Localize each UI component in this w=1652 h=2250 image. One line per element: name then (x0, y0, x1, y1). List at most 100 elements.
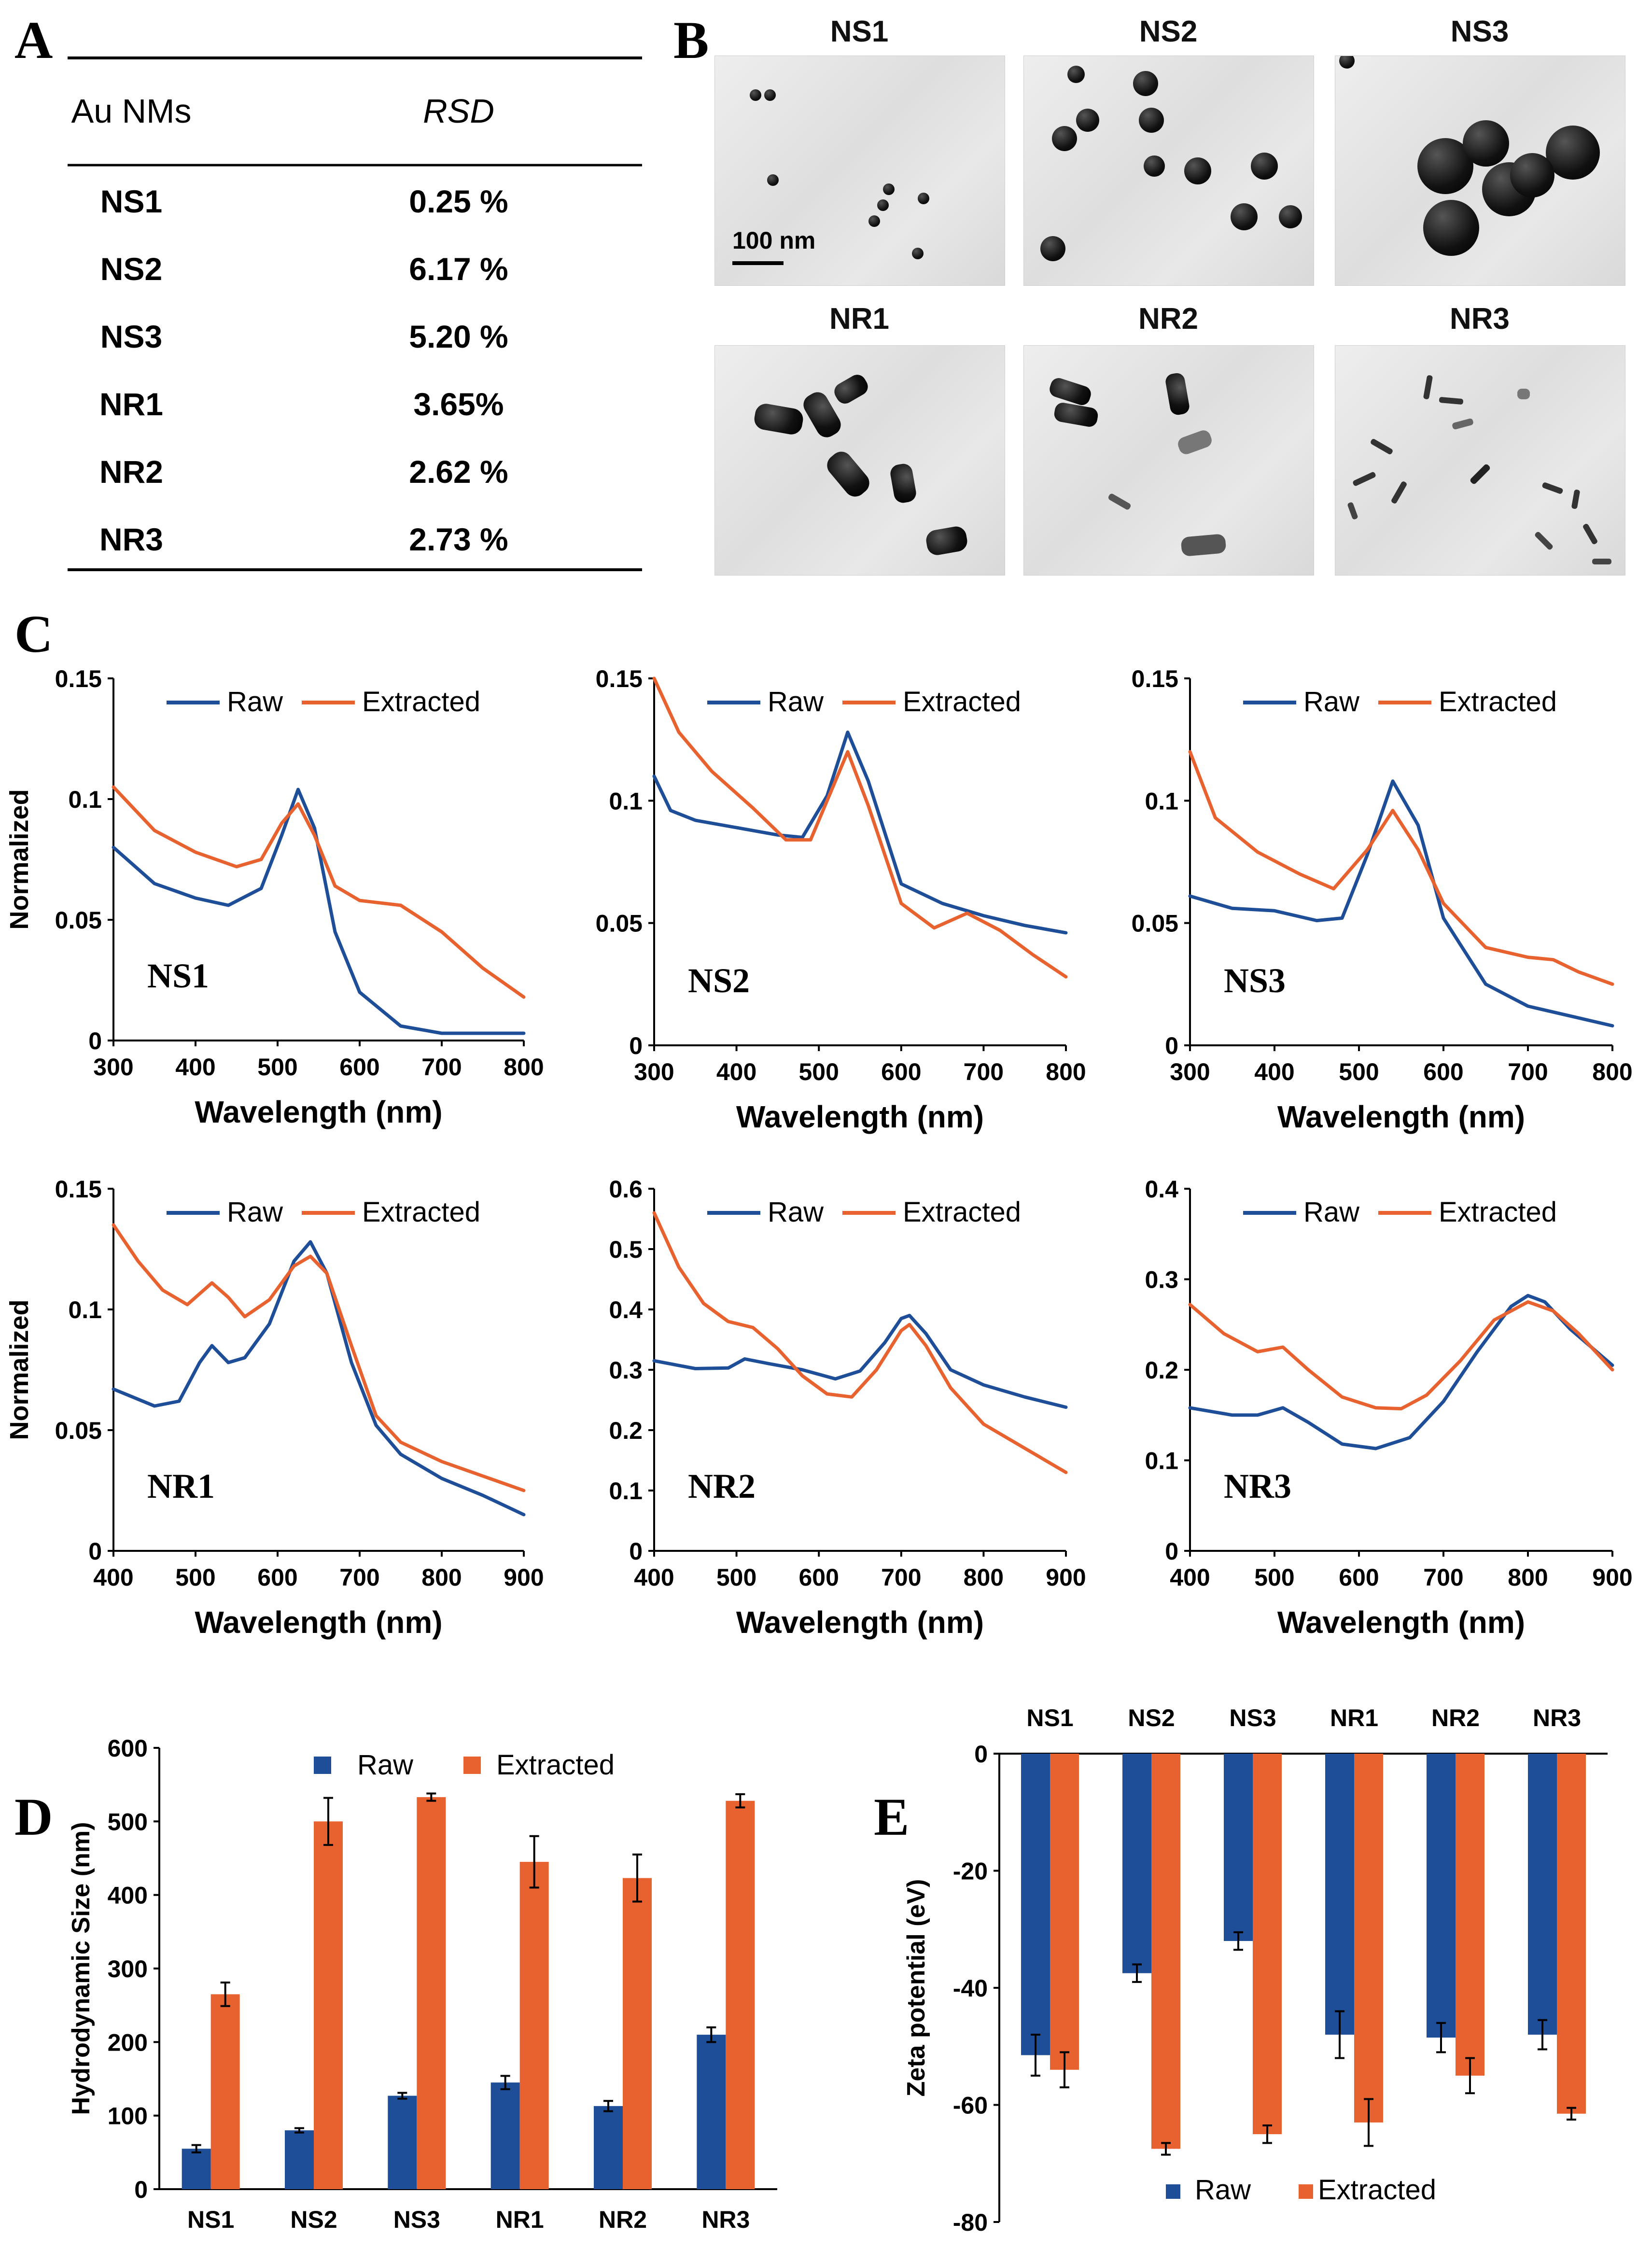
x-tick-label: 300 (93, 1054, 133, 1081)
chart-panel-label: NS3 (1224, 961, 1286, 1000)
series-line-raw (652, 731, 1068, 935)
tem-label-nr1: NR1 (829, 302, 890, 336)
table-cell-name: NR1 (99, 386, 163, 422)
scale-bar (732, 261, 784, 265)
nanosphere (1463, 120, 1509, 167)
y-tick-label: -80 (953, 2209, 988, 2236)
series-line-extracted (652, 1211, 1068, 1474)
error-bar (426, 1792, 436, 1802)
error-bar (1465, 2057, 1475, 2095)
nanorod (1107, 492, 1132, 511)
nanosphere (912, 247, 924, 259)
bar-extracted-nr3 (726, 1800, 755, 2189)
table-cell-rsd: 3.65% (413, 386, 504, 422)
x-tick-label: 800 (1046, 1058, 1086, 1085)
bar-raw-ns3 (388, 2095, 417, 2189)
tem-image-nr1 (714, 345, 1005, 576)
x-tick-label: NS3 (393, 2206, 440, 2233)
tem-image-nr2 (1023, 345, 1314, 576)
y-axis-label: Hydrodynamic Size (nm) (67, 1822, 95, 2115)
error-bar (529, 1835, 539, 1889)
legend-label-raw: Raw (768, 686, 824, 717)
series-line-extracted (112, 785, 526, 999)
bar-raw-ns3 (1224, 1754, 1253, 1941)
x-tick-label: NS3 (1229, 1704, 1276, 1731)
y-tick-label: 0.1 (68, 1296, 102, 1323)
table-header-au-nms: Au NMs (71, 92, 192, 130)
bar-extracted-nr1 (1354, 1754, 1383, 2123)
legend-label-raw: Raw (1303, 686, 1360, 717)
x-tick-label: 300 (634, 1058, 674, 1085)
table-cell-name: NS2 (100, 251, 162, 287)
chart-panel-label: NR2 (688, 1467, 756, 1505)
chart-panel-label: NR1 (147, 1467, 215, 1505)
nanosphere (1067, 66, 1085, 83)
legend-label-raw: Raw (1303, 1196, 1360, 1228)
bar-raw-ns2 (285, 2130, 314, 2189)
series-line-raw (1188, 779, 1614, 1027)
table-cell-rsd: 5.20 % (409, 319, 508, 354)
bar-extracted-ns2 (314, 1821, 343, 2189)
bar-raw-ns1 (1021, 1754, 1050, 2055)
table-cell-name: NS1 (100, 183, 162, 219)
x-axis-label: Wavelength (nm) (736, 1605, 984, 1640)
nanosphere (767, 174, 779, 186)
nanorod (1582, 522, 1598, 545)
y-tick-label: 0.1 (68, 786, 102, 813)
legend-label-extracted: Extracted (1318, 2174, 1436, 2206)
nanorod (831, 371, 871, 407)
legend-label-raw: Raw (227, 686, 283, 717)
bar-extracted-nr2 (1456, 1754, 1484, 2076)
x-tick-label: NR3 (1533, 1704, 1581, 1731)
legend-label-raw: Raw (227, 1196, 283, 1228)
chart-nr2: 0 0.1 0.2 0.3 0.4 0.5 0.6 400 500 600 700 800 900 Wav… (609, 1176, 1086, 1640)
chart-nr3: 0 0.1 0.2 0.3 0.4 400 500 600 700 800 900 Wavelengt… (1145, 1176, 1632, 1640)
x-tick-label: 800 (421, 1564, 462, 1591)
series-line-raw (1188, 1294, 1614, 1450)
nanosphere (883, 183, 895, 195)
bar-extracted-ns3 (417, 1797, 446, 2189)
series-line-raw (112, 788, 526, 1035)
panel-label-e: E (874, 1787, 909, 1846)
bar-extracted-ns3 (1253, 1754, 1282, 2135)
y-tick-label: 0.15 (596, 665, 643, 692)
x-tick-label: 800 (1508, 1564, 1548, 1591)
series-line-extracted (112, 1223, 526, 1492)
y-tick-label: -40 (953, 1975, 988, 2002)
panel-label-c: C (14, 605, 53, 663)
y-tick-label: 0.1 (609, 788, 643, 815)
nanorod (1571, 489, 1581, 509)
x-axis-label: Wavelength (nm) (195, 1095, 442, 1129)
nanorod (823, 447, 874, 501)
x-tick-label: NR1 (496, 2206, 544, 2233)
error-bar (632, 1853, 642, 1903)
x-tick-label: 600 (257, 1564, 297, 1591)
x-tick-label: 600 (339, 1054, 379, 1081)
nanosphere (764, 89, 776, 101)
x-tick-label: NR2 (599, 2206, 647, 2233)
y-tick-label: 0.15 (55, 665, 102, 692)
nanosphere (1040, 236, 1065, 261)
error-bar (1364, 2098, 1373, 2147)
y-tick-label: 0 (134, 2176, 148, 2203)
x-tick-label: 600 (1339, 1564, 1379, 1591)
error-bar (735, 1793, 745, 1809)
tem-image-nr3 (1335, 345, 1625, 576)
error-bar (323, 1797, 333, 1846)
y-tick-label: 0.6 (609, 1176, 643, 1203)
bar-extracted-ns2 (1151, 1754, 1180, 2149)
panel-label-d: D (14, 1787, 53, 1846)
y-axis-label: Normalized (5, 1299, 34, 1440)
x-tick-label: 400 (634, 1564, 674, 1591)
y-tick-label: 0.2 (1145, 1357, 1178, 1384)
nanosphere (877, 199, 889, 211)
nanorod (1352, 471, 1377, 487)
chart-panel-label: NS2 (688, 961, 750, 1000)
error-bar (220, 1981, 230, 2007)
panel-label-b: B (673, 11, 709, 70)
error-bar (1567, 2107, 1576, 2121)
nanosphere (1139, 108, 1164, 133)
bar-extracted-nr3 (1557, 1754, 1586, 2114)
nanorod (1053, 401, 1099, 428)
x-tick-label: 300 (1170, 1058, 1210, 1085)
